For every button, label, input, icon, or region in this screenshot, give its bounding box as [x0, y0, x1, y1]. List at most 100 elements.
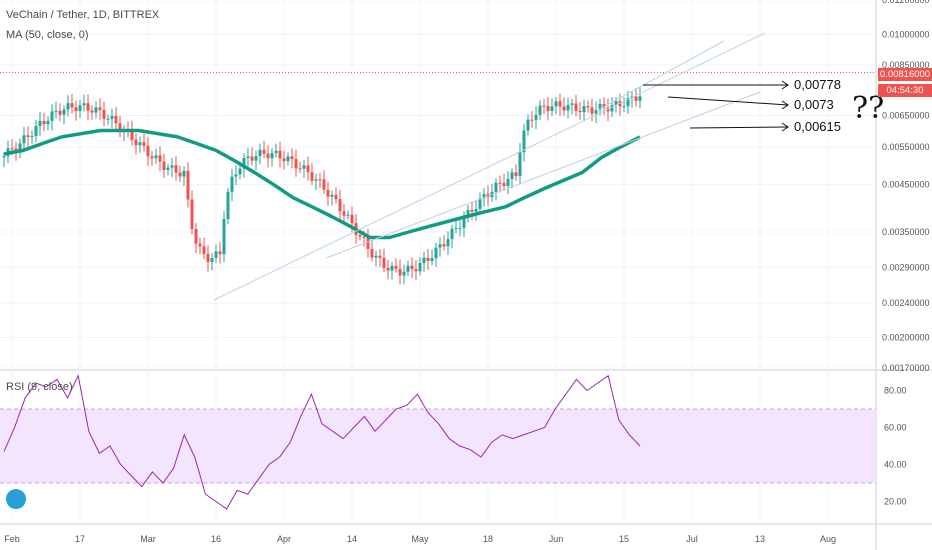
- candle-body: [466, 209, 470, 218]
- candle-body: [94, 107, 98, 113]
- candle-body: [238, 168, 242, 175]
- annotation-label: 0,00778: [794, 77, 841, 92]
- candle-body: [338, 199, 342, 212]
- candle-body: [54, 110, 58, 112]
- candle-body: [102, 109, 106, 119]
- candle-body: [150, 156, 154, 159]
- candle-body: [170, 165, 174, 168]
- candle-body: [62, 109, 66, 115]
- candle-body: [318, 179, 322, 181]
- candle-body: [374, 255, 378, 258]
- candle-body: [226, 191, 230, 220]
- candle-body: [550, 106, 554, 111]
- annotation-label: 0,0073: [794, 97, 834, 112]
- candle-body: [394, 265, 398, 269]
- candle-body: [622, 106, 626, 108]
- time-tick-label: Jun: [549, 534, 564, 544]
- candle-body: [578, 110, 582, 113]
- candle-body: [398, 268, 402, 276]
- candle-body: [46, 120, 50, 125]
- candle-body: [142, 142, 146, 146]
- time-tick-label: Apr: [277, 534, 291, 544]
- candle-body: [290, 156, 294, 160]
- rsi-band: [0, 409, 876, 483]
- candle-body: [18, 143, 22, 152]
- candle-body: [602, 103, 606, 108]
- candle-body: [590, 107, 594, 114]
- candle-body: [42, 120, 46, 125]
- candle-body: [350, 214, 354, 224]
- candle-body: [554, 101, 558, 107]
- candle-body: [634, 96, 638, 101]
- candle-body: [194, 229, 198, 244]
- time-tick-label: 18: [483, 534, 493, 544]
- candle-body: [470, 209, 474, 212]
- candle-body: [74, 107, 78, 111]
- candle-body: [506, 178, 510, 187]
- candle-body: [574, 103, 578, 111]
- candle-body: [538, 105, 542, 115]
- candle-body: [526, 119, 530, 131]
- annotation-label: 0,00615: [794, 119, 841, 134]
- candle-body: [298, 168, 302, 170]
- rsi-tick-label: 60.00: [884, 423, 907, 433]
- candle-body: [314, 179, 318, 181]
- rsi-tick-label: 80.00: [884, 386, 907, 396]
- candle-body: [406, 265, 410, 272]
- annotation-arrowhead: [781, 100, 789, 110]
- candle-body: [530, 119, 534, 121]
- candle-body: [610, 105, 614, 112]
- candle-body: [50, 111, 54, 121]
- candle-body: [586, 105, 590, 108]
- candle-body: [626, 98, 630, 107]
- candle-body: [522, 130, 526, 153]
- candle-body: [482, 194, 486, 199]
- candle-body: [70, 103, 74, 108]
- candle-body: [378, 255, 382, 258]
- price-tick-label: 0.01200000: [882, 0, 930, 5]
- time-tick-label: 13: [755, 534, 765, 544]
- candle-body: [382, 257, 386, 268]
- price-tick-label: 0.00450000: [882, 180, 930, 190]
- price-tick-label: 0.00240000: [882, 298, 930, 308]
- candle-body: [86, 103, 90, 111]
- time-tick-label: Jul: [686, 534, 698, 544]
- candle-body: [158, 155, 162, 162]
- candle-body: [198, 243, 202, 247]
- candle-body: [390, 265, 394, 271]
- candle-body: [362, 236, 366, 238]
- price-tick-label: 0.00200000: [882, 332, 930, 342]
- candle-body: [282, 158, 286, 162]
- candle-body: [138, 142, 142, 146]
- candle-body: [542, 105, 546, 107]
- candle-body: [334, 194, 338, 200]
- candle-body: [594, 110, 598, 114]
- candle-body: [254, 156, 258, 161]
- candle-body: [166, 167, 170, 170]
- candle-body: [514, 172, 518, 176]
- candle-body: [186, 170, 190, 200]
- candle-body: [546, 106, 550, 111]
- candle-body: [106, 118, 110, 120]
- candle-body: [598, 103, 602, 111]
- candle-body: [178, 172, 182, 177]
- candle-body: [386, 267, 390, 271]
- candle-body: [130, 129, 134, 140]
- candle-body: [230, 176, 234, 192]
- candle-body: [58, 110, 62, 115]
- candle-body: [202, 246, 206, 254]
- candle-body: [218, 251, 222, 255]
- candle-body: [430, 258, 434, 261]
- price-tick-label: 0.00350000: [882, 227, 930, 237]
- candle-body: [474, 208, 478, 212]
- price-tick-label: 0.00290000: [882, 262, 930, 272]
- price-tick-label: 0.00850000: [882, 60, 930, 70]
- candle-body: [494, 182, 498, 193]
- candle-body: [638, 96, 642, 101]
- candle-body: [182, 170, 186, 177]
- candle-body: [30, 136, 34, 138]
- candle-body: [82, 103, 86, 106]
- candle-body: [22, 135, 26, 144]
- annotation-arrow: [667, 96, 789, 106]
